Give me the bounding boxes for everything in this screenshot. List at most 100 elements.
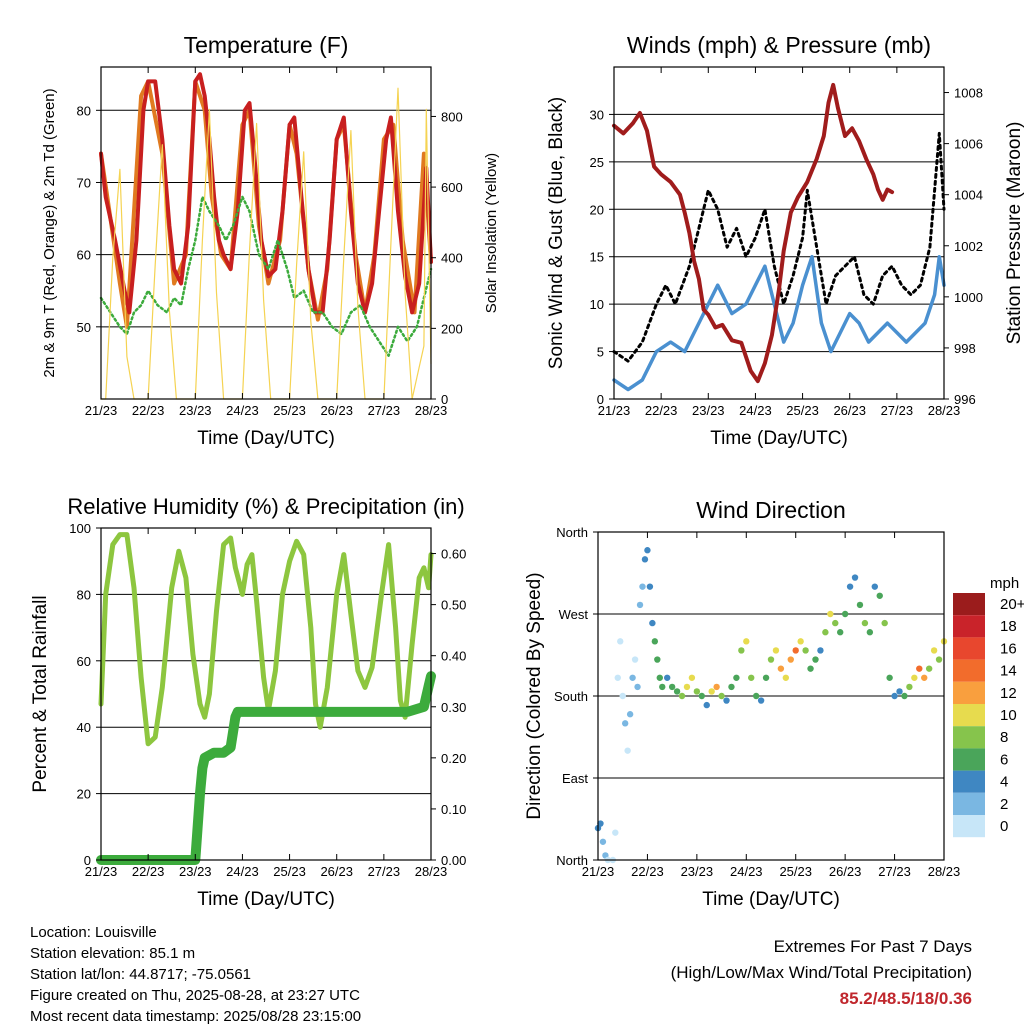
data-point (817, 647, 824, 654)
y-right-tick-label: 0.10 (441, 802, 466, 817)
data-point (636, 601, 644, 609)
data-point (646, 583, 654, 590)
x-tick-label: 21/23 (85, 864, 118, 879)
x-tick-label: 22/23 (132, 403, 165, 418)
data-point (807, 665, 814, 672)
data-point (644, 547, 651, 554)
series-line-4 (100, 87, 432, 400)
y-right-axis-label: Solar Insolation (Yellow) (483, 153, 500, 313)
y-tick-label: 5 (597, 345, 604, 360)
x-tick-label: 23/23 (681, 864, 714, 879)
y-right-tick-label: 1006 (954, 137, 983, 152)
data-point (718, 692, 725, 700)
extremes-title: Extremes For Past 7 Days (773, 937, 972, 956)
legend-label: 2 (1000, 796, 1008, 813)
data-point (728, 683, 735, 691)
data-point (930, 647, 938, 654)
x-tick-label: 28/23 (415, 864, 448, 879)
x-axis-label: Time (Day/UTC) (197, 428, 335, 449)
data-point (656, 674, 663, 681)
chart-panel-1: 21/23 22/23 23/23 24/23 25/23 26/23 27/23 28/23… (41, 32, 500, 449)
extremes-values: 85.2/48.5/18/0.36 (839, 989, 972, 1008)
y-tick-label: 80 (77, 103, 91, 118)
legend-swatch (953, 659, 985, 682)
plot-frame (100, 527, 432, 861)
data-point (772, 647, 780, 654)
data-point (624, 747, 631, 754)
chart-title: Winds (mph) & Pressure (mb) (627, 32, 931, 58)
y-tick-label: 0 (84, 853, 91, 868)
data-point (639, 583, 646, 590)
x-tick-label: 25/23 (273, 403, 306, 418)
data-point (599, 838, 607, 845)
y-tick-label: 60 (77, 654, 91, 669)
y-right-tick-label: 800 (441, 109, 463, 124)
data-point (906, 683, 913, 691)
y-tick-label: 0 (597, 392, 604, 407)
legend-swatch (953, 615, 985, 638)
y-axis-label: Direction (Colored By Speed) (524, 572, 545, 819)
data-point (733, 674, 740, 681)
data-point (856, 601, 864, 609)
legend-swatch (953, 726, 985, 749)
data-point (693, 688, 701, 695)
data-point (812, 656, 819, 663)
y-tick-label: North (556, 853, 588, 868)
data-point (832, 619, 839, 627)
data-point (797, 638, 804, 645)
y-right-tick-label: 1004 (954, 188, 983, 203)
y-axis-label: Sonic Wind & Gust (Blue, Black) (546, 97, 567, 369)
chart-title: Relative Humidity (%) & Precipitation (i… (67, 494, 464, 519)
y-tick-label: 50 (77, 320, 91, 335)
x-tick-label: 26/23 (829, 864, 862, 879)
plot-frame (613, 66, 945, 400)
data-point (683, 683, 691, 691)
data-point (866, 629, 874, 636)
y-tick-label: 10 (590, 297, 604, 312)
data-point (738, 647, 745, 654)
x-tick-label: 24/23 (730, 864, 763, 879)
data-point (851, 574, 859, 581)
data-point (837, 629, 844, 636)
x-tick-label: 24/23 (226, 864, 259, 879)
legend-label: 8 (1000, 729, 1008, 746)
y-right-tick-label: 0.60 (441, 547, 466, 562)
series-line-2 (99, 72, 433, 315)
legend-label: 14 (1000, 663, 1017, 680)
y-right-tick-label: 1000 (954, 290, 983, 305)
x-tick-label: 23/23 (179, 403, 212, 418)
x-tick-label: 23/23 (179, 864, 212, 879)
y-right-tick-label: 600 (441, 180, 463, 195)
data-point (621, 720, 629, 727)
y-right-tick-label: 0.00 (441, 853, 466, 868)
data-point (792, 647, 799, 654)
chart-panel-4: 21/23 22/23 23/23 24/23 25/23 26/23 27/23 28/23… (524, 497, 1024, 910)
legend-swatch (953, 704, 985, 727)
y-right-tick-label: 0.50 (441, 598, 466, 613)
data-point (634, 683, 641, 691)
data-point (871, 583, 878, 590)
y-right-tick-label: 0.30 (441, 700, 466, 715)
series-line-1 (98, 532, 434, 747)
x-tick-label: 25/23 (273, 864, 306, 879)
x-tick-label: 27/23 (878, 864, 911, 879)
x-tick-label: 26/23 (320, 403, 353, 418)
data-point (802, 647, 809, 654)
y-tick-label: 70 (77, 175, 91, 190)
series-line-3 (612, 82, 895, 384)
legend-label: 18 (1000, 618, 1017, 635)
data-point (767, 656, 775, 663)
data-point (841, 610, 849, 618)
data-point (713, 683, 720, 691)
y-axis-label: 2m & 9m T (Red, Orange) & 2m Td (Green) (41, 88, 58, 377)
x-tick-label: 25/23 (779, 864, 812, 879)
data-point (698, 692, 705, 700)
x-tick-label: 28/23 (415, 403, 448, 418)
data-point (654, 656, 661, 663)
data-point (612, 829, 619, 836)
y-tick-label: 20 (590, 202, 604, 217)
legend-label: 6 (1000, 751, 1008, 768)
x-tick-label: 21/23 (85, 403, 118, 418)
data-point (782, 674, 790, 681)
x-tick-label: 24/23 (226, 403, 259, 418)
